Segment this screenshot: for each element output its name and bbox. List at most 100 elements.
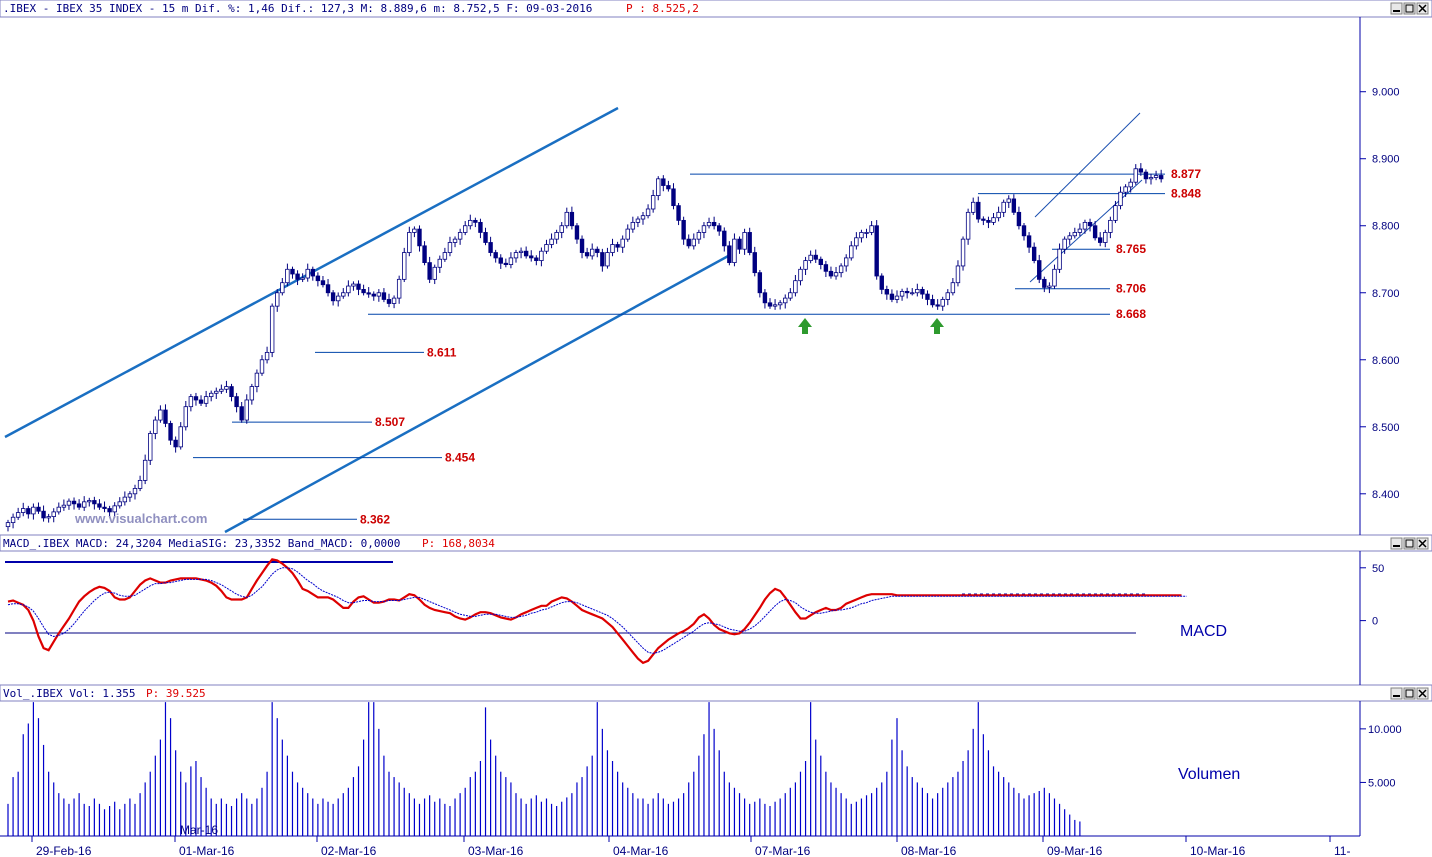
- candle: [767, 298, 773, 309]
- candle: [752, 246, 757, 277]
- close-icon[interactable]: [1416, 537, 1429, 550]
- candle: [229, 383, 234, 402]
- candle: [127, 491, 133, 502]
- candle: [46, 513, 51, 523]
- signal-line: [7, 567, 1187, 654]
- candle: [1047, 282, 1052, 294]
- candle: [427, 256, 432, 284]
- candle: [539, 247, 544, 267]
- candle: [15, 507, 21, 520]
- maximize-icon[interactable]: [1403, 687, 1416, 700]
- candle: [356, 280, 361, 296]
- candle: [325, 279, 331, 297]
- candle: [976, 196, 981, 223]
- candle: [183, 400, 188, 431]
- candle: [508, 252, 514, 269]
- candle: [762, 289, 768, 309]
- maximize-icon[interactable]: [1403, 537, 1416, 550]
- candle: [21, 502, 26, 517]
- macd-line: [7, 558, 1182, 665]
- candle: [813, 249, 818, 263]
- candle: [330, 290, 336, 306]
- candle: [71, 497, 77, 510]
- candle: [696, 229, 702, 244]
- candle: [36, 502, 41, 514]
- level-label: 8.706: [1116, 282, 1146, 296]
- candle: [117, 497, 122, 509]
- candle: [681, 216, 686, 245]
- date-tick-label: 10-Mar-16: [1190, 844, 1246, 857]
- price-y-axis: 9.000 8.900 8.800 8.700 8.600 8.500 8.400: [1360, 87, 1400, 501]
- macd-pane-label: MACD: [1180, 623, 1227, 640]
- candle: [320, 276, 326, 288]
- candle: [285, 263, 290, 287]
- candle: [341, 288, 346, 299]
- candle: [305, 263, 310, 282]
- candle: [559, 222, 564, 239]
- date-tick-label: 08-Mar-16: [901, 844, 957, 857]
- candle: [1031, 242, 1037, 264]
- candle: [290, 266, 295, 279]
- candle: [92, 496, 97, 510]
- candle: [300, 273, 305, 283]
- level-label: 8.507: [375, 415, 405, 429]
- candle: [437, 255, 442, 273]
- candle: [899, 288, 905, 301]
- minimize-icon[interactable]: [1390, 537, 1403, 550]
- candle: [153, 416, 158, 440]
- candle: [1108, 216, 1113, 239]
- candle: [1143, 169, 1149, 184]
- candle: [163, 404, 168, 428]
- candle: [844, 254, 849, 272]
- candle: [747, 227, 752, 256]
- date-tick-label: 11-: [1334, 844, 1350, 857]
- close-icon[interactable]: [1416, 2, 1429, 15]
- candle: [422, 241, 427, 266]
- candle: [605, 247, 610, 269]
- candle: [5, 519, 11, 532]
- candle: [808, 250, 813, 264]
- candle: [711, 216, 717, 230]
- candle: [772, 299, 778, 310]
- minimize-icon[interactable]: [1390, 2, 1403, 15]
- candle: [727, 241, 732, 266]
- candle: [483, 227, 488, 246]
- close-icon[interactable]: [1416, 687, 1429, 700]
- minimize-icon[interactable]: [1390, 687, 1403, 700]
- candle: [87, 497, 92, 507]
- candle: [1037, 254, 1042, 284]
- candle: [1113, 200, 1118, 224]
- watermark: www.visualchart.com: [74, 511, 207, 526]
- candle: [610, 238, 615, 257]
- rising-channel-upper: [1034, 112, 1141, 218]
- volume-pane-label: Volumen: [1178, 766, 1240, 783]
- candle: [158, 405, 163, 423]
- date-tick-label: 03-Mar-16: [468, 844, 524, 857]
- candle: [214, 387, 219, 399]
- candle: [513, 249, 519, 263]
- maximize-icon[interactable]: [1403, 2, 1416, 15]
- candle: [986, 216, 991, 229]
- candle: [717, 223, 722, 236]
- candle: [737, 236, 742, 254]
- candle: [645, 204, 651, 219]
- price-tick-label: 9.000: [1372, 87, 1400, 99]
- volume-header-text: Vol_.IBEX Vol: 1.355: [3, 687, 135, 700]
- date-tick-label: 29-Feb-16: [36, 844, 92, 857]
- candle: [1052, 264, 1057, 289]
- candle: [1153, 170, 1159, 181]
- date-tick-label: 09-Mar-16: [1047, 844, 1103, 857]
- candle: [137, 475, 143, 492]
- date-tick-label: 07-Mar-16: [755, 844, 811, 857]
- candle: [432, 264, 437, 285]
- candle: [879, 273, 884, 295]
- candle: [208, 390, 214, 402]
- macd-pane-header: [0, 534, 1432, 552]
- candle: [818, 256, 823, 270]
- candle: [859, 229, 864, 243]
- candle: [234, 392, 239, 413]
- candle: [757, 269, 763, 298]
- candle: [981, 216, 986, 226]
- candle: [493, 249, 498, 263]
- candle: [854, 232, 859, 250]
